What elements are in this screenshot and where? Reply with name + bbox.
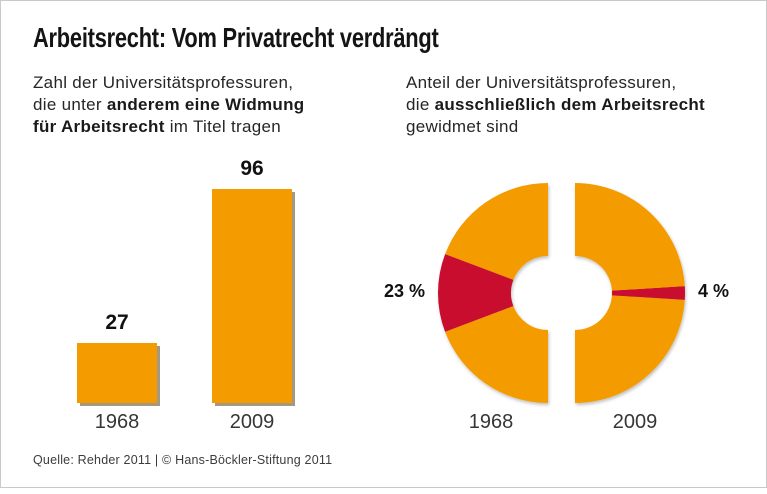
subtitle-left-line2-bold: anderem eine Widmung	[106, 95, 305, 114]
donut-2009	[575, 183, 685, 403]
bar-2009	[212, 189, 292, 403]
donut-chart-subtitle: Anteil der Universitätsprofessuren, die …	[406, 72, 766, 138]
subtitle-right-line3-normal: gewidmet sind	[406, 117, 519, 136]
source-line: Quelle: Rehder 2011 | © Hans-Böckler-Sti…	[33, 453, 333, 467]
bar-value-1968: 27	[105, 311, 129, 334]
subtitle-left-line3-normal: im Titel tragen	[164, 117, 281, 136]
donut-year-label-1968: 1968	[468, 411, 514, 433]
bar-1968	[77, 343, 157, 403]
donut-chart	[437, 183, 685, 403]
bar-group-2009: 96	[212, 157, 292, 403]
donut-1968	[437, 183, 548, 403]
page-title: Arbeitsrecht: Vom Privatrecht verdrängt	[33, 22, 439, 53]
pct-label-1968: 23 %	[384, 281, 426, 301]
subtitle-right-line2-normal: die	[406, 95, 435, 114]
bar-group-1968: 27	[77, 311, 157, 403]
donut-year-label-2009: 2009	[612, 411, 658, 433]
subtitle-left-line2-normal: die unter	[33, 95, 107, 114]
bar-year-label-2009: 2009	[229, 411, 275, 433]
bar-chart-subtitle: Zahl der Universitätsprofessuren, die un…	[33, 72, 393, 138]
subtitle-left-line3-bold: für Arbeitsrecht	[33, 117, 165, 136]
subtitle-left-line1: Zahl der Universitätsprofessuren,	[33, 73, 294, 92]
subtitle-right-line1: Anteil der Universitätsprofessuren,	[406, 73, 677, 92]
bar-year-label-1968: 1968	[94, 411, 140, 433]
pct-label-2009: 4 %	[698, 281, 730, 301]
bar-value-2009: 96	[240, 157, 264, 180]
subtitle-right-line2-bold: ausschließlich dem Arbeitsrecht	[434, 95, 705, 114]
